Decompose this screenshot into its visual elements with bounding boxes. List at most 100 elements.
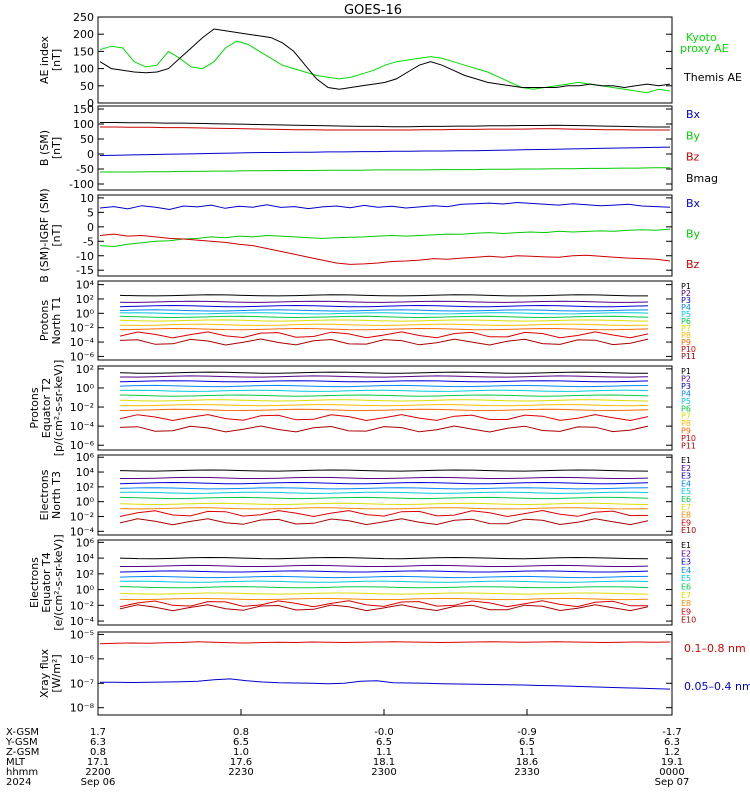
legend-entry: P6: [681, 404, 691, 413]
y-tick-label: 10⁻⁶: [70, 350, 95, 363]
channel-line-protons_t2-p3: [119, 380, 649, 383]
plot-title: GOES-16: [344, 3, 402, 18]
channel-line-protons_t2-p11: [119, 425, 649, 433]
y-tick-label: 10⁴: [76, 279, 95, 292]
footer-row-label: Y-GSM: [5, 737, 38, 748]
y-tick-label: 10⁻⁶: [70, 653, 95, 666]
y-tick-label: 10: [80, 192, 94, 205]
y-axis-label: Protons: [38, 300, 51, 341]
channel-line-electrons_t3-e6: [119, 496, 649, 500]
footer-value: 6.5: [376, 737, 392, 748]
footer-value: 19.1: [661, 757, 683, 768]
series-line-xray-0-05-0-4-nm: [100, 678, 671, 690]
legend-entry: P10: [681, 345, 696, 354]
legend-entry: P1: [681, 282, 691, 291]
channel-line-protons_t1-p8: [119, 323, 649, 326]
y-axis-label: [nT]: [50, 49, 63, 71]
y-tick-label: 10²: [76, 293, 94, 306]
y-tick-label: 10⁻⁶: [70, 439, 95, 452]
legend-entry: Themis AE: [683, 71, 742, 84]
footer-row-label: hhmm: [6, 767, 38, 778]
y-tick-label: 10⁶: [76, 536, 95, 549]
channel-line-protons_t2-p8: [119, 404, 649, 407]
legend-entry: E8: [681, 511, 691, 520]
channel-line-electrons_t4-e7: [119, 592, 649, 595]
footer-value: 17.6: [230, 757, 252, 768]
channel-line-electrons_t4-e10: [119, 604, 649, 612]
legend-entry: E3: [681, 558, 691, 567]
series-line-bsm-bmag: [100, 122, 670, 128]
legend-entry: Bx: [686, 197, 701, 210]
channel-line-protons_t1-p2: [119, 300, 649, 303]
legend-entry: E5: [681, 487, 691, 496]
channel-line-electrons_t3-e3: [119, 481, 649, 485]
footer-value: 1.0: [233, 747, 249, 758]
channel-line-electrons_t4-e1: [119, 556, 649, 560]
panel-frame-protons_t2: [97, 365, 673, 451]
footer-row-label: X-GSM: [6, 727, 39, 738]
y-tick-label: -100: [69, 178, 94, 191]
footer-value: 17.1: [87, 757, 109, 768]
legend-entry: P7: [681, 412, 691, 421]
legend-entry: Kyoto: [686, 31, 717, 44]
footer-value: 1.1: [376, 747, 392, 758]
legend-entry: E8: [681, 599, 691, 608]
y-tick-label: 10⁻²: [70, 322, 94, 335]
footer-row-label: Z-GSM: [6, 747, 39, 758]
panel-frame-bsm: [97, 105, 673, 191]
channel-line-protons_t2-p9: [119, 408, 649, 412]
channel-line-electrons_t4-e9: [119, 600, 649, 608]
legend-entry: P9: [681, 338, 691, 347]
legend-entry: E6: [681, 583, 691, 592]
y-tick-label: 10²: [76, 363, 94, 376]
footer-value: 18.1: [373, 757, 395, 768]
y-tick-label: 10⁰: [76, 584, 95, 597]
legend-entry: Bz: [686, 258, 700, 271]
y-axis-label: [e/(cm²-s-sr-keV)]: [52, 534, 65, 630]
channel-line-electrons_t4-e2: [120, 564, 649, 567]
channel-line-electrons_t3-e9: [119, 509, 649, 518]
legend-entry: P10: [681, 434, 696, 443]
y-tick-label: 10⁴: [76, 552, 95, 565]
legend-entry: E6: [681, 495, 691, 504]
y-tick-label: -15: [76, 264, 94, 277]
legend-entry: Bmag: [686, 172, 718, 185]
y-tick-label: 5: [87, 206, 94, 219]
legend-entry: E3: [681, 472, 691, 481]
y-tick-label: 10⁻²: [70, 599, 94, 612]
legend-entry: E9: [681, 607, 691, 616]
channel-line-electrons_t3-e7: [119, 502, 649, 506]
legend-entry: E2: [681, 549, 691, 558]
panel-frame-ae: [97, 16, 673, 104]
legend-entry: P11: [681, 442, 696, 451]
legend-entry: 0.1–0.8 nm: [684, 642, 746, 655]
legend-entry: P1: [681, 367, 691, 376]
legend-entry: E10: [681, 526, 696, 535]
legend-entry: P4: [681, 303, 691, 312]
y-axis-label: [W/m²]: [50, 654, 63, 692]
legend-entry: P2: [681, 289, 691, 298]
legend-entry: E1: [681, 456, 691, 465]
series-line-bigrf-by: [99, 228, 671, 248]
y-axis-label: Protons: [28, 387, 41, 428]
footer-value: 2230: [228, 767, 253, 778]
footer-value: 0.8: [90, 747, 106, 758]
panel-frame-electrons_t3: [97, 454, 673, 536]
legend-entry: P4: [681, 389, 691, 398]
y-tick-label: 10²: [76, 481, 94, 494]
channel-line-protons_t2-p5: [119, 389, 649, 392]
channel-line-protons_t2-p10: [119, 414, 649, 422]
y-tick-label: 10⁻⁴: [70, 336, 95, 349]
y-tick-label: 50: [80, 80, 94, 93]
footer-value: -1.7: [662, 727, 682, 738]
y-tick-label: 10⁻⁷: [70, 677, 94, 690]
channel-line-protons_t2-p1: [119, 371, 649, 374]
channel-line-electrons_t4-e3: [119, 570, 649, 573]
y-tick-label: -5: [83, 235, 94, 248]
channel-line-protons_t2-p6: [119, 394, 649, 397]
legend-entry: P3: [681, 382, 691, 391]
footer-value: 6.5: [233, 737, 249, 748]
legend-entry: Bx: [686, 108, 701, 121]
footer-value: 6.5: [519, 737, 535, 748]
